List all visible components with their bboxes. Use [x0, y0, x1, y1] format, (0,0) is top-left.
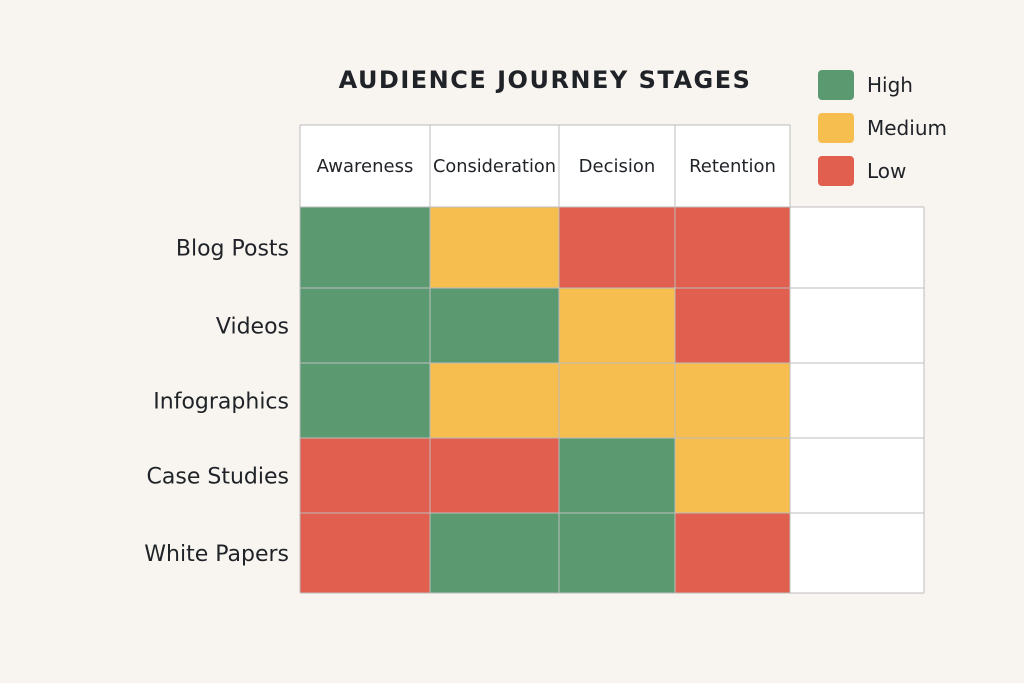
heatmap-cell-case-studies-awareness: [300, 438, 430, 513]
heatmap-cell-infographics-retention: [675, 363, 790, 438]
heatmap-cell-case-studies-consideration: [430, 438, 559, 513]
heatmap-grid: [299, 124, 925, 594]
heatmap-cell-infographics-blank: [790, 363, 924, 438]
heatmap-cell-infographics-decision: [559, 363, 675, 438]
heatmap-cell-videos-blank: [790, 288, 924, 363]
heatmap-cell-case-studies-retention: [675, 438, 790, 513]
heatmap-cell-blog-posts-blank: [790, 207, 924, 288]
legend-swatch-high: [818, 70, 854, 100]
legend-swatch-low: [818, 156, 854, 186]
heatmap-cell-case-studies-decision: [559, 438, 675, 513]
heatmap-cells: [300, 125, 924, 593]
column-label-retention: Retention: [689, 156, 776, 177]
heatmap-cell-videos-decision: [559, 288, 675, 363]
row-label-case-studies: Case Studies: [147, 465, 289, 490]
heatmap-cell-white-papers-awareness: [300, 513, 430, 593]
row-label-white-papers: White Papers: [144, 542, 289, 567]
heatmap-cell-white-papers-decision: [559, 513, 675, 593]
heatmap-labels: Awareness Consideration Decision Retention B…: [144, 156, 776, 567]
heatmap-cell-videos-awareness: [300, 288, 430, 363]
column-label-awareness: Awareness: [317, 156, 414, 177]
heatmap-cell-white-papers-retention: [675, 513, 790, 593]
heatmap-cell-blog-posts-retention: [675, 207, 790, 288]
header-row-background: [300, 125, 790, 207]
heatmap-cell-videos-retention: [675, 288, 790, 363]
legend-label-medium: Medium: [867, 116, 947, 140]
legend-label-low: Low: [867, 159, 907, 183]
heatmap-cell-case-studies-blank: [790, 438, 924, 513]
column-label-decision: Decision: [579, 156, 656, 177]
heatmap-cell-infographics-consideration: [430, 363, 559, 438]
heatmap-cell-white-papers-consideration: [430, 513, 559, 593]
column-label-consideration: Consideration: [433, 156, 556, 177]
heatmap-cell-blog-posts-awareness: [300, 207, 430, 288]
heatmap-cell-white-papers-blank: [790, 513, 924, 593]
heatmap-cell-blog-posts-consideration: [430, 207, 559, 288]
heatmap-cell-blog-posts-decision: [559, 207, 675, 288]
chart-title: AUDIENCE JOURNEY STAGES: [338, 66, 752, 94]
legend-label-high: High: [867, 73, 913, 97]
heatmap-cell-videos-consideration: [430, 288, 559, 363]
row-label-blog-posts: Blog Posts: [176, 237, 289, 262]
heatmap-cell-infographics-awareness: [300, 363, 430, 438]
row-label-videos: Videos: [216, 315, 289, 340]
row-label-infographics: Infographics: [153, 390, 289, 415]
legend-swatch-medium: [818, 113, 854, 143]
